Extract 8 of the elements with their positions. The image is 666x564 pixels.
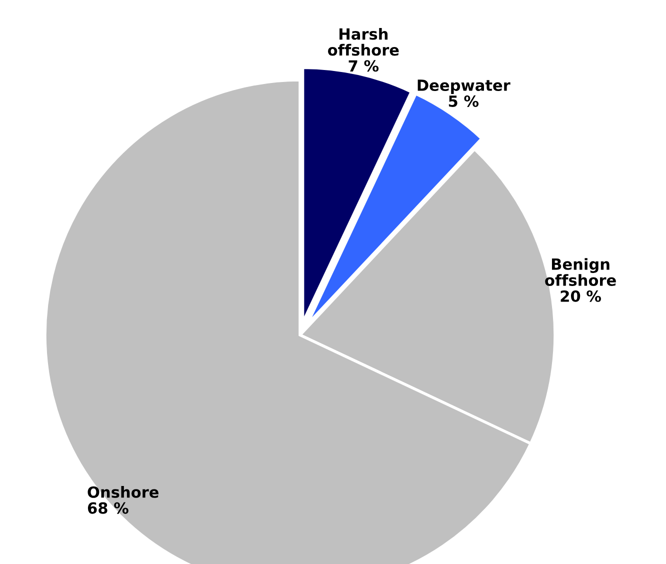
data-label: 5 % [448, 95, 479, 107]
slice-label: Onshore [88, 486, 158, 498]
data-label: 20 % [560, 290, 601, 302]
slice-label: Deepwater [418, 80, 510, 94]
data-label: 7 % [348, 60, 379, 72]
data-label: 68 % [88, 502, 128, 514]
slice-label: Harsh offshore [328, 28, 399, 56]
slice-label: Benign offshore [545, 258, 616, 286]
